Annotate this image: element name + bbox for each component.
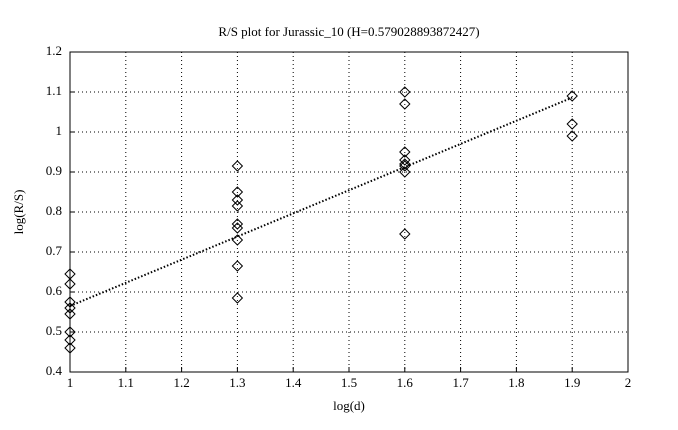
data-point xyxy=(231,234,244,246)
data-point xyxy=(399,86,411,98)
data-point xyxy=(566,118,578,130)
data-point xyxy=(399,158,411,170)
x-axis-label: log(d) xyxy=(333,398,365,413)
x-tick-label: 1.2 xyxy=(173,375,189,390)
y-tick-label: 1.1 xyxy=(46,83,62,98)
data-point xyxy=(231,186,244,198)
data-point xyxy=(64,334,76,346)
data-point xyxy=(231,160,244,172)
data-point xyxy=(399,146,411,158)
y-axis-label: log(R/S) xyxy=(11,190,26,235)
x-tick-label: 1.6 xyxy=(397,375,414,390)
x-tick-label: 1.1 xyxy=(118,375,134,390)
x-tick-label: 1.8 xyxy=(508,375,524,390)
x-tick-label: 1.3 xyxy=(229,375,245,390)
data-point xyxy=(231,292,244,304)
x-tick-label: 2 xyxy=(625,375,632,390)
x-tick-label: 1.4 xyxy=(285,375,302,390)
data-point xyxy=(399,166,411,178)
y-tick-label: 0.9 xyxy=(46,163,62,178)
data-point xyxy=(231,218,244,230)
y-tick-label: 0.4 xyxy=(46,363,63,378)
data-point xyxy=(231,194,244,206)
data-point xyxy=(231,222,244,234)
y-tick-label: 0.5 xyxy=(46,323,62,338)
data-point xyxy=(566,130,578,142)
x-tick-label: 1.7 xyxy=(452,375,469,390)
data-point xyxy=(64,296,76,308)
x-tick-label: 1 xyxy=(67,375,74,390)
plot-frame xyxy=(69,51,629,373)
y-tick-label: 0.8 xyxy=(46,203,62,218)
data-point xyxy=(64,308,76,320)
data-point xyxy=(399,228,411,240)
chart-title: R/S plot for Jurassic_10 (H=0.5790288938… xyxy=(218,24,479,39)
data-point xyxy=(64,342,76,354)
y-tick-label: 0.6 xyxy=(46,283,63,298)
fit-line xyxy=(69,96,573,307)
data-point xyxy=(231,260,244,272)
data-point xyxy=(64,278,76,290)
data-point xyxy=(399,154,411,166)
data-point xyxy=(64,326,76,338)
data-point xyxy=(231,200,244,212)
y-tick-label: 0.7 xyxy=(46,243,63,258)
x-tick-label: 1.5 xyxy=(341,375,357,390)
x-tick-label: 1.9 xyxy=(564,375,580,390)
data-point xyxy=(399,160,411,172)
data-point xyxy=(64,302,76,314)
y-tick-label: 1.2 xyxy=(46,43,62,58)
y-tick-label: 1 xyxy=(56,123,63,138)
data-point xyxy=(399,98,411,110)
data-point xyxy=(566,90,578,102)
